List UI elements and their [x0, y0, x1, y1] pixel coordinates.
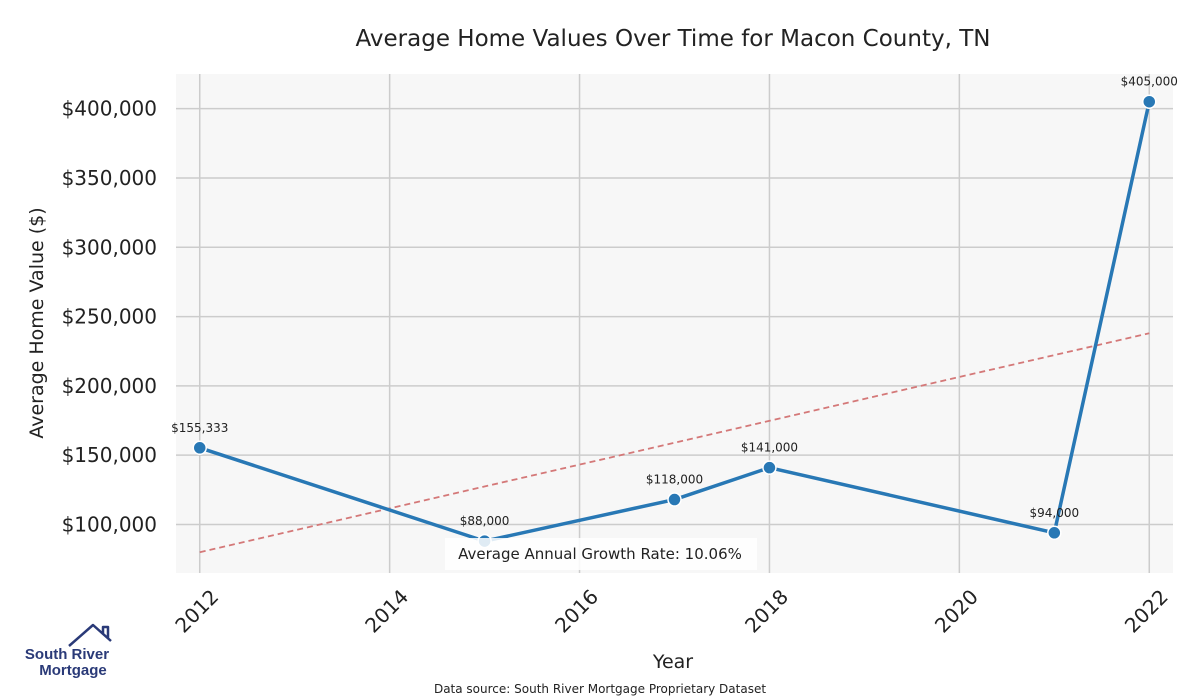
data-label: $141,000: [741, 441, 798, 455]
x-tick-label: 2016: [550, 585, 603, 638]
y-tick-label: $400,000: [62, 97, 157, 121]
series-line: [197, 99, 1152, 543]
trend-line: [199, 332, 1150, 554]
x-tick-label: 2022: [1120, 585, 1173, 638]
y-axis-label: Average Home Value ($): [26, 207, 48, 438]
data-point: [762, 460, 777, 475]
data-source-note: Data source: South River Mortgage Propri…: [434, 682, 766, 696]
trend-layer: [199, 332, 1150, 554]
growth-rate-annotation: Average Annual Growth Rate: 10.06%: [458, 545, 742, 563]
data-label: $94,000: [1029, 506, 1079, 520]
data-point: [192, 440, 207, 456]
y-tick-label: $350,000: [62, 166, 157, 190]
company-logo: South River Mortgage: [25, 623, 112, 679]
y-tick-label: $300,000: [62, 235, 157, 259]
data-label-layer: $155,333 $88,000 $118,000 $141,000 $94,000 $4…: [171, 75, 1178, 528]
x-tick-label: 2020: [930, 585, 983, 638]
x-axis-label: Year: [652, 651, 693, 673]
data-point: [1047, 525, 1062, 541]
logo-line-1: South River: [25, 646, 109, 663]
grid: [176, 74, 1173, 573]
logo-line-2: Mortgage: [39, 662, 107, 679]
y-tick-label: $200,000: [62, 374, 157, 398]
growth-rate-box: [445, 538, 757, 570]
data-label: $405,000: [1121, 75, 1178, 89]
x-tick-label: 2018: [740, 585, 793, 638]
x-tick-label: 2014: [360, 585, 413, 638]
data-point: [1142, 94, 1157, 109]
data-point: [667, 492, 682, 507]
y-tick-label: $100,000: [62, 512, 157, 536]
chart-title: Average Home Values Over Time for Macon …: [356, 26, 991, 52]
data-label: $155,333: [171, 421, 228, 435]
plot-area: [176, 74, 1173, 573]
x-tick-label: 2012: [170, 585, 223, 638]
y-tick-label: $250,000: [62, 305, 157, 329]
data-label: $118,000: [646, 473, 703, 487]
data-label: $88,000: [460, 514, 510, 528]
y-tick-label: $150,000: [62, 443, 157, 467]
house-roof-icon: [68, 623, 112, 647]
